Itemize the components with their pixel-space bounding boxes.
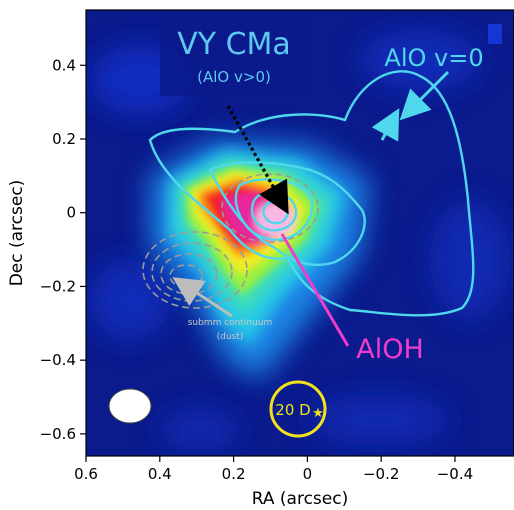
scale-label: 20 D <box>275 401 310 419</box>
x-tick-label: 0.4 <box>148 465 172 483</box>
corner-swatch <box>488 24 502 44</box>
chart-title: VY CMa <box>177 27 291 62</box>
y-axis-label: Dec (arcsec) <box>7 180 27 287</box>
scale-circle <box>269 380 327 438</box>
x-axis-label: RA (arcsec) <box>252 489 348 509</box>
aloh-label: AlOH <box>356 334 424 365</box>
alo-arrow-icon <box>399 70 450 121</box>
x-axis: 0.6 0.4 0.2 0 −0.2 −0.4 <box>74 456 473 483</box>
y-tick-label: −0.4 <box>40 351 76 369</box>
x-tick-label: −0.2 <box>363 465 399 483</box>
alo-label: AlO v=0 <box>384 44 483 72</box>
image-area <box>86 10 514 456</box>
y-tick-label: −0.6 <box>40 425 76 443</box>
alo-arrow <box>371 108 400 142</box>
x-tick-label: 0 <box>303 465 313 483</box>
x-tick-label: −0.4 <box>437 465 473 483</box>
y-tick-label: −0.2 <box>40 277 76 295</box>
x-tick-label: 0.2 <box>222 465 246 483</box>
background-noise <box>90 30 510 450</box>
y-tick-label: 0.2 <box>52 130 76 148</box>
y-tick-label: 0.4 <box>52 56 76 74</box>
y-tick-label: 0 <box>66 204 76 222</box>
y-axis: 0.4 0.2 0 −0.2 −0.4 −0.6 <box>40 56 86 443</box>
star-icon: ★ <box>312 406 324 421</box>
chart-subtitle: (AlO v>0) <box>197 68 271 86</box>
aloh-pointer-line <box>280 233 350 347</box>
beam-ellipse-icon <box>108 388 152 424</box>
title-box <box>160 18 308 96</box>
submm-arrow-icon <box>172 277 233 318</box>
x-tick-label: 0.6 <box>74 465 98 483</box>
submm-label: submm continuum <box>188 318 273 328</box>
plot-frame <box>85 9 514 457</box>
vycma-arrow-icon <box>226 105 289 215</box>
submm-label-dust: (dust) <box>217 332 244 342</box>
submm-center-contour <box>221 173 319 243</box>
